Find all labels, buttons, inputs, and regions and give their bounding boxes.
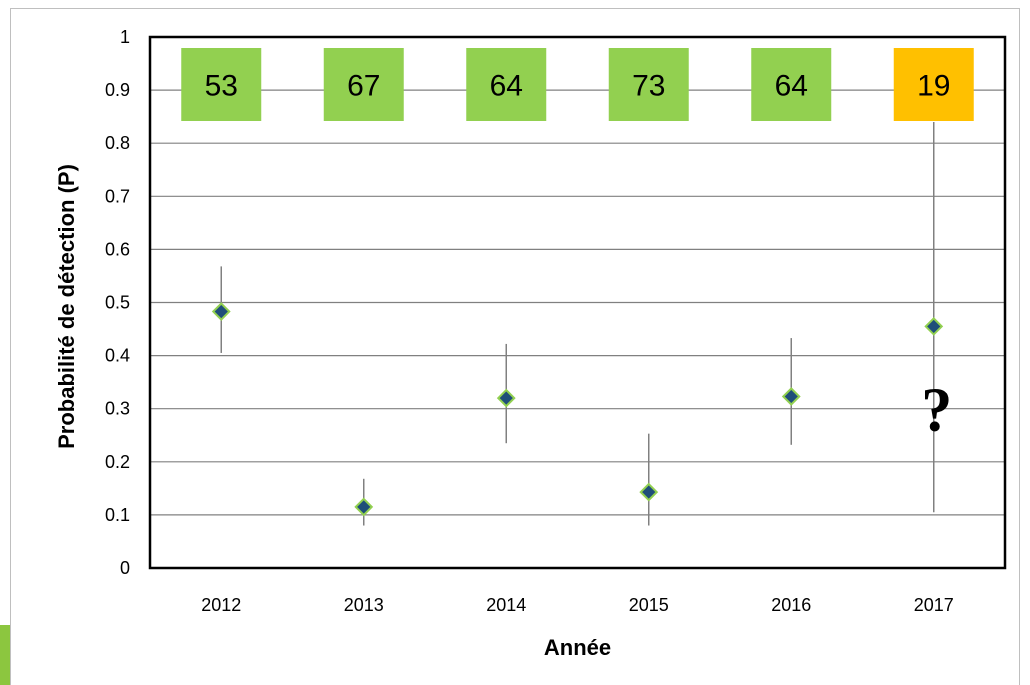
x-axis-title: Année [544,635,611,660]
x-tick-label: 2014 [486,595,526,615]
count-box [751,48,832,121]
edge-stripe [0,625,10,685]
data-point [354,497,374,517]
data-point [639,482,659,502]
y-tick-label: 0.1 [105,505,130,525]
x-axis-tick-labels: 2012 2013 2014 2015 2016 2017 [201,595,954,615]
y-tick-label: 1 [120,27,130,47]
count-boxes: 53 67 64 73 64 19 [181,48,974,121]
count-box [466,48,547,121]
count-box [181,48,262,121]
y-tick-label: 0 [120,558,130,578]
plot-border [148,35,1007,570]
data-point [211,302,231,321]
question-mark-annotation: ? [921,377,952,445]
y-tick-label: 0.2 [105,452,130,472]
y-tick-label: 0.3 [105,399,130,419]
y-tick-label: 0.8 [105,133,130,153]
data-point [496,388,516,408]
y-axis-tick-labels: 0 0.1 0.2 0.3 0.4 0.5 0.6 0.7 0.8 0.9 1 [105,27,130,578]
count-box-label: 53 [205,70,238,103]
y-tick-label: 0.7 [105,186,130,206]
count-box-label: 64 [775,70,808,103]
y-axis-title: Probabilité de détection (P) [54,164,79,449]
count-box-label: 73 [632,70,665,103]
count-box-label: 64 [490,70,523,103]
grid-lines [150,89,1005,516]
x-tick-label: 2017 [914,595,954,615]
y-tick-label: 0.9 [105,80,130,100]
count-box-label: 67 [347,70,380,103]
count-box-label: 19 [917,70,950,103]
count-box [608,48,689,121]
data-points [211,302,944,517]
data-point [781,387,801,406]
count-box [323,48,404,121]
y-tick-label: 0.5 [105,293,130,313]
x-tick-label: 2012 [201,595,241,615]
x-tick-label: 2015 [629,595,669,615]
x-tick-label: 2016 [771,595,811,615]
data-point [924,316,944,336]
count-box [893,48,974,121]
y-tick-label: 0.4 [105,346,130,366]
y-tick-label: 0.6 [105,239,130,259]
x-tick-label: 2013 [344,595,384,615]
error-bars [220,121,935,526]
